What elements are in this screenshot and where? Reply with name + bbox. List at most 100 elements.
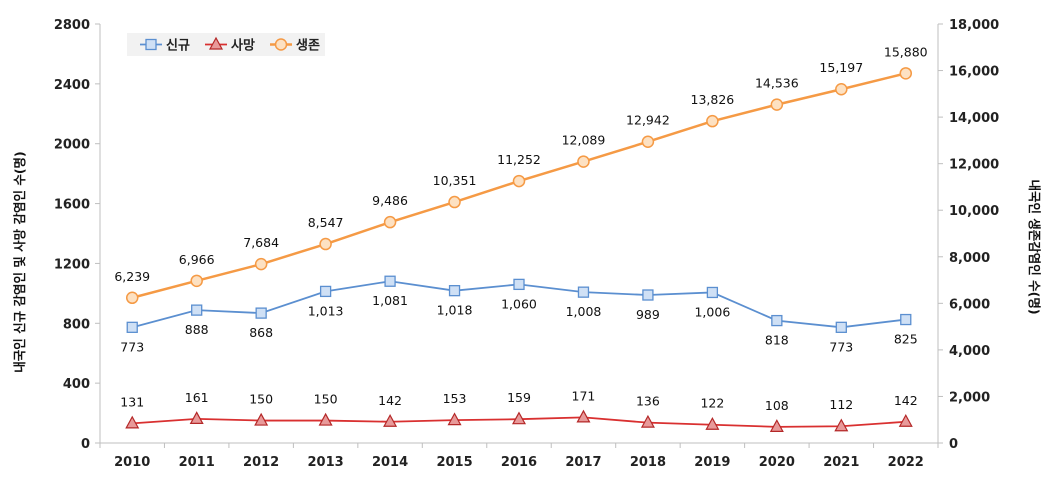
x-tick-label: 2022 — [888, 455, 924, 470]
right-axis-ticks: 0 2,000 4,000 6,000 8,000 10,000 12,000 14,000 1… — [938, 18, 999, 452]
x-tick-label: 2020 — [759, 455, 795, 470]
data-point-new — [900, 313, 912, 326]
data-label-death: 161 — [185, 390, 209, 405]
data-point-death — [254, 412, 269, 426]
x-tick-label: 2015 — [436, 455, 472, 470]
data-label-survive: 12,089 — [562, 133, 606, 148]
data-point-death — [318, 412, 333, 426]
data-point-survive — [448, 195, 461, 209]
data-point-death — [447, 412, 462, 426]
y-right-tick-label: 4,000 — [949, 344, 990, 359]
legend-marker-death — [208, 36, 224, 50]
data-point-death — [705, 416, 720, 430]
data-point-death — [125, 415, 140, 429]
y-left-tick-label: 2400 — [54, 78, 90, 93]
x-tick-label: 2016 — [501, 455, 537, 470]
data-labels: 773 888 868 1,013 1,081 1,018 1,060 1,008 989 1,0… — [114, 44, 927, 412]
legend-marker-new — [145, 38, 157, 51]
y-left-tick-label: 400 — [63, 377, 90, 392]
data-label-death: 153 — [443, 391, 467, 406]
data-label-new: 773 — [829, 339, 853, 354]
data-label-death: 159 — [507, 390, 531, 405]
x-tick-label: 2010 — [114, 455, 150, 470]
data-point-death — [769, 419, 784, 432]
series-layer — [125, 67, 913, 432]
data-label-new: 888 — [185, 322, 209, 337]
y-left-tick-label: 2000 — [54, 138, 90, 153]
data-label-survive: 6,239 — [114, 269, 150, 284]
data-point-new — [835, 321, 847, 333]
series-survive — [125, 67, 913, 305]
y-right-tick-label: 16,000 — [949, 65, 999, 80]
y-left-tick-label: 800 — [63, 317, 90, 332]
data-label-death: 142 — [894, 393, 918, 408]
x-tick-label: 2014 — [372, 455, 408, 470]
data-label-survive: 15,197 — [819, 60, 863, 75]
data-point-survive — [383, 215, 397, 229]
data-label-death: 150 — [249, 392, 273, 407]
left-axis-ticks: 0 400 800 1200 1600 2000 2400 2800 — [54, 18, 100, 452]
x-tick-label: 2021 — [823, 455, 859, 470]
data-label-survive: 11,252 — [497, 152, 541, 167]
data-label-new: 1,018 — [437, 303, 473, 318]
data-label-new: 1,081 — [372, 293, 408, 308]
y-right-tick-label: 6,000 — [949, 297, 990, 312]
data-point-new — [771, 314, 783, 327]
data-point-new — [384, 275, 396, 287]
data-label-new: 868 — [249, 325, 273, 340]
data-point-new — [126, 321, 138, 333]
data-point-new — [706, 286, 719, 299]
data-label-new: 1,060 — [501, 296, 537, 311]
data-label-new: 773 — [120, 339, 144, 354]
y-left-axis-title: 내국인 신규 감염인 및 사망 감염인 수(명) — [12, 151, 27, 373]
data-label-death: 112 — [829, 397, 853, 412]
data-point-survive — [125, 291, 139, 305]
data-label-death: 131 — [120, 394, 144, 409]
x-tick-label: 2011 — [179, 455, 215, 470]
data-label-new: 818 — [765, 333, 789, 348]
data-label-survive: 10,351 — [433, 173, 477, 188]
data-label-new: 825 — [894, 332, 918, 347]
data-point-survive — [512, 174, 526, 188]
data-label-survive: 9,486 — [372, 193, 408, 208]
data-point-survive — [641, 135, 655, 148]
data-label-survive: 6,966 — [179, 252, 215, 267]
legend-label-new: 신규 — [166, 39, 190, 54]
series-death — [125, 409, 913, 432]
data-point-death — [576, 409, 591, 423]
axes — [99, 24, 939, 444]
legend-marker-survive — [274, 38, 288, 51]
y-left-tick-label: 0 — [81, 437, 90, 452]
data-point-survive — [835, 82, 848, 96]
data-label-death: 136 — [636, 394, 660, 409]
data-point-survive — [706, 114, 719, 128]
data-point-survive — [577, 155, 590, 168]
data-label-survive: 7,684 — [243, 235, 279, 250]
x-tick-label: 2017 — [565, 455, 601, 470]
series-new — [126, 275, 912, 333]
data-point-death — [640, 414, 655, 428]
y-right-tick-label: 18,000 — [949, 18, 999, 33]
data-label-new: 1,008 — [566, 304, 602, 319]
data-point-new — [319, 285, 332, 298]
data-point-death — [898, 413, 913, 427]
y-left-tick-label: 1200 — [54, 257, 90, 272]
data-point-survive — [190, 274, 203, 288]
y-left-tick-label: 2800 — [54, 18, 90, 33]
y-right-axis-title: 내국인 생존감염인 수(명) — [1027, 179, 1042, 314]
legend-label-death: 사망 — [231, 38, 255, 54]
y-right-tick-label: 8,000 — [949, 251, 990, 266]
data-point-death — [383, 413, 398, 427]
x-tick-label: 2013 — [308, 455, 344, 470]
data-label-survive: 12,942 — [626, 113, 670, 128]
data-label-death: 142 — [378, 393, 402, 408]
legend-label-survive: 생존 — [296, 39, 320, 54]
data-label-death: 122 — [700, 396, 724, 411]
legend: 신규 사망 생존 — [127, 33, 325, 56]
data-point-new — [513, 278, 525, 291]
x-tick-label: 2019 — [694, 455, 730, 470]
data-point-new — [448, 285, 461, 297]
data-point-new — [642, 289, 654, 301]
y-right-tick-label: 10,000 — [949, 204, 999, 219]
